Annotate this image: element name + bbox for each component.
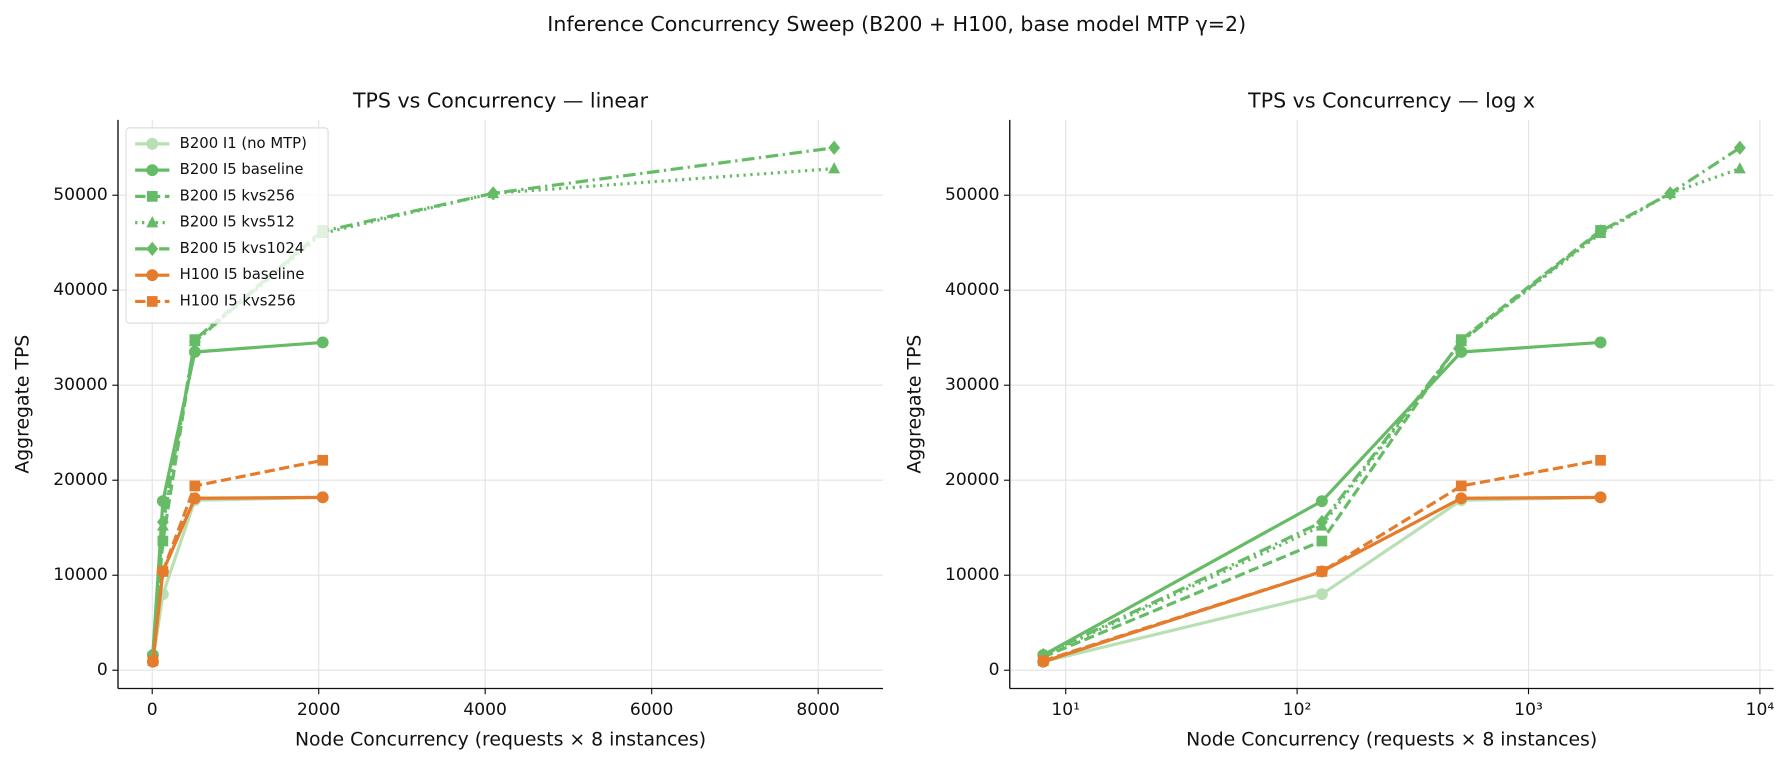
legend-marker xyxy=(146,216,159,228)
x-tick-label: 10³ xyxy=(1514,700,1543,720)
marker xyxy=(1594,224,1607,239)
legend-marker xyxy=(146,296,158,307)
y-tick-label: 0 xyxy=(989,660,1000,680)
legend-box xyxy=(125,127,329,324)
marker xyxy=(147,655,159,667)
legend-label: H100 I5 baseline xyxy=(180,266,305,283)
marker xyxy=(1315,588,1328,601)
marker xyxy=(1316,566,1328,577)
chart-title: TPS vs Concurrency — linear xyxy=(352,89,649,113)
marker xyxy=(1316,535,1328,547)
series-line xyxy=(1042,495,1601,664)
legend-label: B200 I5 kvs1024 xyxy=(180,240,305,257)
marker xyxy=(1595,454,1606,466)
x-tick-label: 8000 xyxy=(796,700,840,720)
y-tick-label: 0 xyxy=(97,660,108,680)
x-tick-label: 2000 xyxy=(297,700,341,720)
legend-label: B200 I5 kvs256 xyxy=(180,187,295,204)
y-tick-label: 20000 xyxy=(53,470,107,490)
y-axis-label: Aggregate TPS xyxy=(904,335,925,474)
marker xyxy=(487,186,500,201)
y-tick-label: 40000 xyxy=(945,280,999,300)
series-line xyxy=(1042,340,1601,657)
marker xyxy=(828,140,841,155)
y-tick-label: 30000 xyxy=(53,375,107,395)
marker xyxy=(1455,346,1468,358)
legend-marker xyxy=(146,137,159,150)
x-tick-label: 10² xyxy=(1283,700,1312,720)
series-line xyxy=(1042,458,1601,663)
marker xyxy=(157,566,169,577)
legend-label: B200 I1 (no MTP) xyxy=(180,135,307,152)
marker xyxy=(1594,336,1607,349)
figure-title: Inference Concurrency Sweep (B200 + H100… xyxy=(547,12,1246,36)
series-line xyxy=(1042,146,1741,657)
chart-title: TPS vs Concurrency — log x xyxy=(1247,89,1535,113)
legend-label: B200 I5 kvs512 xyxy=(180,214,295,231)
y-tick-label: 10000 xyxy=(945,565,999,585)
x-axis-label: Node Concurrency (requests × 8 instances… xyxy=(1186,729,1597,750)
legend-marker xyxy=(146,241,159,257)
marker xyxy=(1455,492,1468,505)
x-tick-label: 10¹ xyxy=(1051,700,1080,720)
marker xyxy=(1455,480,1467,492)
y-tick-label: 40000 xyxy=(53,280,107,300)
marker xyxy=(317,454,329,466)
series-line xyxy=(151,495,323,662)
marker xyxy=(1733,140,1746,155)
x-tick-label: 10⁴ xyxy=(1746,700,1775,720)
series-line xyxy=(1042,229,1602,659)
legend-marker xyxy=(146,269,159,282)
marker xyxy=(156,514,169,530)
y-tick-label: 50000 xyxy=(945,185,999,205)
marker xyxy=(189,480,201,492)
marker xyxy=(1315,495,1328,508)
y-tick-label: 20000 xyxy=(945,470,999,490)
x-axis-label: Node Concurrency (requests × 8 instances… xyxy=(295,729,706,750)
series-line xyxy=(151,458,324,661)
legend-label: H100 I5 kvs256 xyxy=(180,292,296,309)
x-tick-label: 0 xyxy=(147,700,158,720)
y-tick-label: 10000 xyxy=(53,565,107,585)
legend-marker xyxy=(146,164,159,177)
y-tick-label: 30000 xyxy=(945,375,999,395)
legend-marker xyxy=(146,191,158,202)
marker xyxy=(1037,655,1049,667)
marker xyxy=(1594,491,1607,504)
marker xyxy=(316,336,329,349)
y-tick-label: 50000 xyxy=(53,185,107,205)
marker xyxy=(828,162,841,174)
marker xyxy=(316,491,329,504)
x-tick-label: 6000 xyxy=(630,700,674,720)
legend-label: B200 I5 baseline xyxy=(180,161,304,178)
marker xyxy=(1733,162,1746,174)
y-axis-label: Aggregate TPS xyxy=(13,335,34,474)
x-tick-label: 4000 xyxy=(463,700,507,720)
